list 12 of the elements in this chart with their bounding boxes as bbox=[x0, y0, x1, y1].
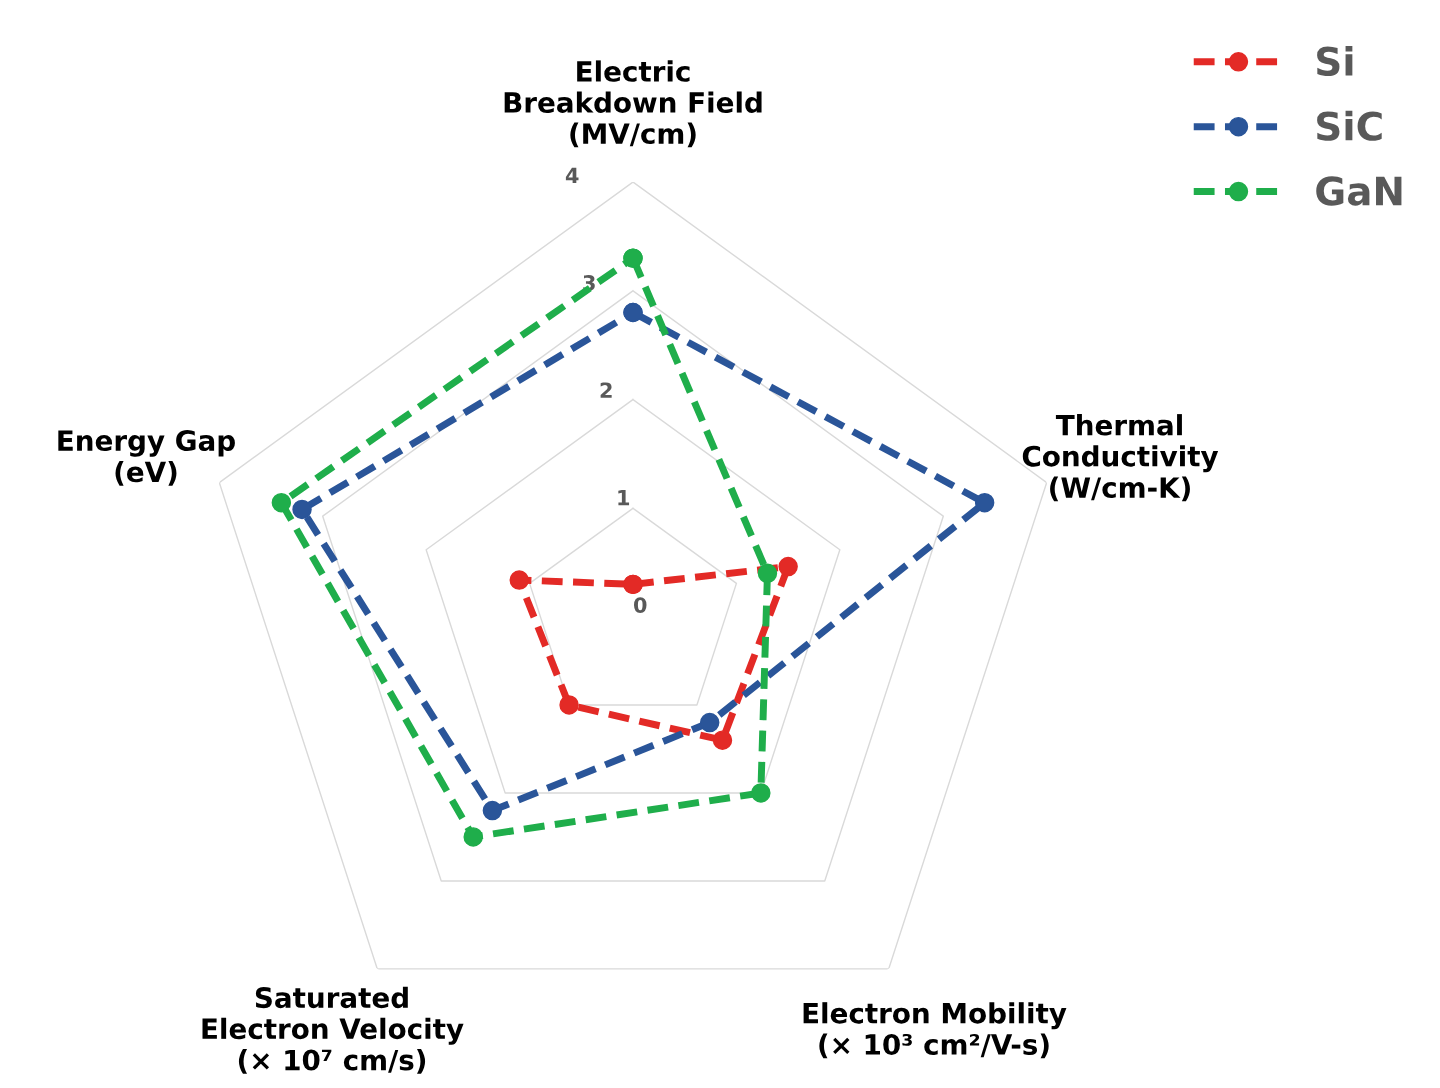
y-tick-label: 4 bbox=[565, 167, 579, 184]
legend-label: SiC bbox=[1317, 110, 1382, 141]
y-tick-label: 0 bbox=[634, 597, 647, 613]
spoke-label: Electron Mobility (× 10³ cm²/V-s) bbox=[803, 1002, 1067, 1059]
legend-label: GaN bbox=[1316, 176, 1402, 206]
spoke-label: Thermal Conductivity (W/cm-K) bbox=[1022, 414, 1219, 502]
y-tick-label: 2 bbox=[600, 382, 612, 398]
spoke-label: Saturated Electron Velocity (× 10⁷ cm/s) bbox=[202, 986, 464, 1074]
spoke-label: Electric Breakdown Field (MV/cm) bbox=[504, 60, 762, 148]
spoke-label: Energy Gap (eV) bbox=[58, 430, 235, 486]
y-tick-label: 1 bbox=[618, 490, 630, 506]
legend-label: Si bbox=[1317, 45, 1353, 76]
